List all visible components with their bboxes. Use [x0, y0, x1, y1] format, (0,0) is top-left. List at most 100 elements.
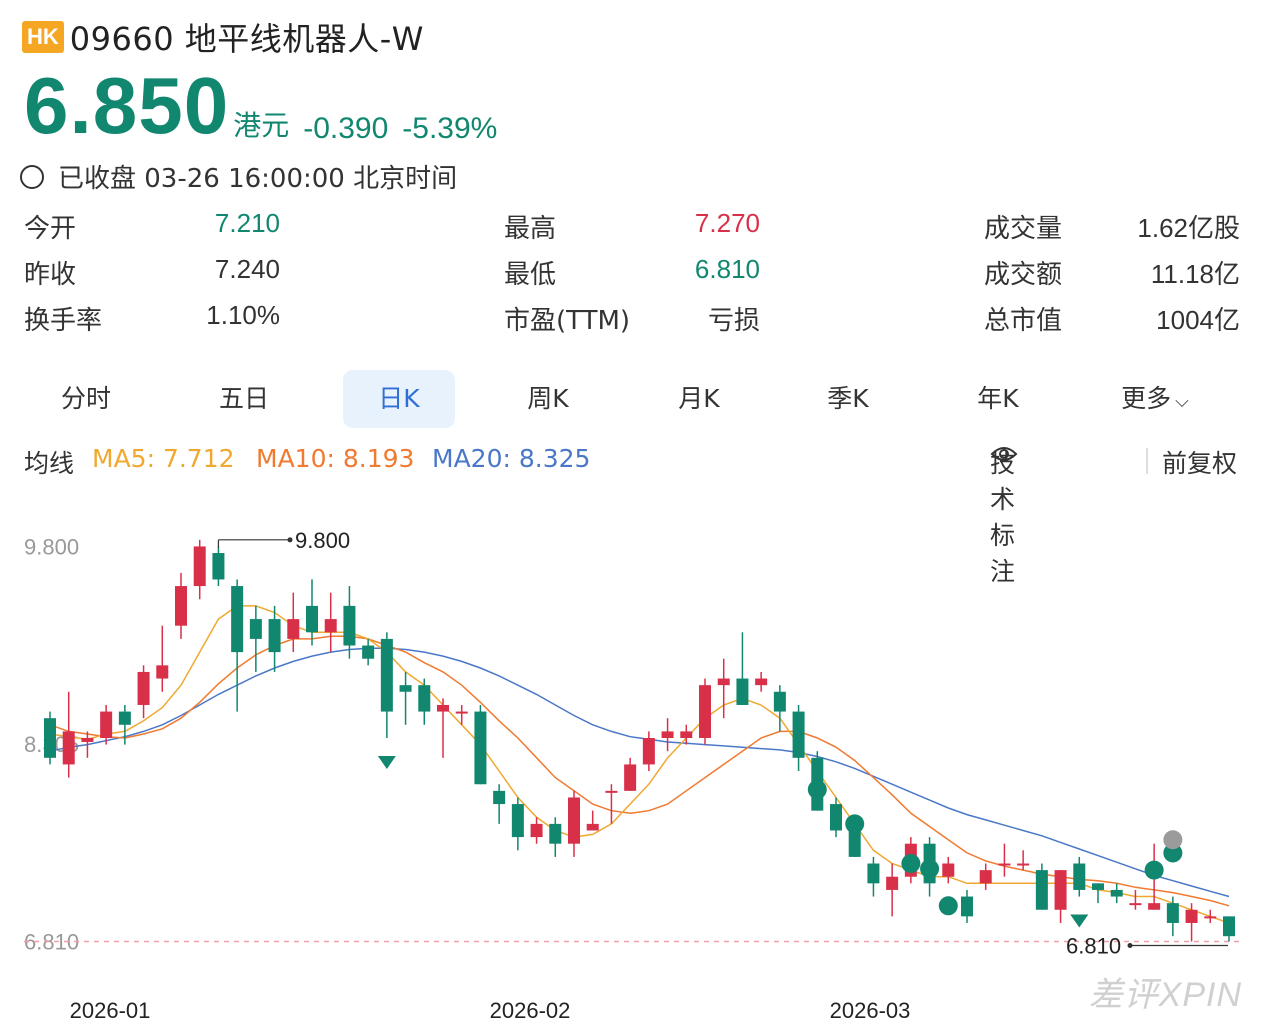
high-marker-dot — [287, 537, 293, 543]
tab-1[interactable]: 五日 — [194, 370, 294, 428]
divider — [1146, 448, 1148, 474]
candle-body — [44, 718, 56, 758]
stat-value: 1004亿 — [1156, 305, 1240, 335]
candle-body — [1073, 863, 1086, 890]
tech-annotation-label: 技术标注 — [990, 449, 1016, 586]
candle-body — [961, 896, 973, 917]
stat-value: 1.62亿股 — [1137, 213, 1240, 243]
candle-body — [268, 619, 281, 653]
tab-label: 分时 — [60, 384, 111, 413]
stat-value: 1.10% — [206, 300, 280, 330]
candle-body — [493, 790, 506, 805]
candle-body — [81, 738, 94, 742]
tab-6[interactable]: 年K — [948, 370, 1048, 428]
candle-body — [642, 738, 655, 765]
candle-body — [362, 645, 375, 659]
adjust-button[interactable]: 前复权 — [1162, 449, 1238, 478]
candle-body — [193, 546, 206, 587]
stat-label: 最高 — [504, 214, 557, 244]
candle-body — [1054, 870, 1067, 910]
stat-value: 7.210 — [214, 208, 280, 238]
candle-body — [380, 638, 393, 712]
candle-body — [886, 876, 899, 890]
candle-body — [156, 665, 169, 679]
y-tick-label: 9.800 — [24, 534, 79, 559]
ma10-line — [49, 635, 1230, 907]
candle-body — [62, 731, 75, 765]
candle-body — [343, 605, 356, 646]
candle-body — [1204, 916, 1217, 919]
candle-body — [455, 711, 468, 714]
tech-annotation-button[interactable]: 技术标注 — [990, 444, 1024, 586]
stat-label: 总市值 — [984, 306, 1063, 336]
signal-dot — [938, 896, 958, 916]
x-axis-label: 2026-02 — [490, 998, 571, 1023]
candle-body — [1017, 863, 1030, 866]
candle-body — [212, 553, 225, 580]
candle-body — [287, 619, 300, 639]
candle-body — [137, 671, 150, 705]
eye-icon — [990, 447, 1018, 461]
candle-body — [1035, 870, 1048, 910]
tab-7[interactable]: 更多 ⌵ — [1105, 370, 1205, 428]
candle-body — [418, 685, 431, 712]
candle-body — [249, 619, 262, 639]
candle-body — [867, 863, 880, 884]
ma20-value: MA20: 8.325 — [432, 444, 591, 473]
tab-label: 日K — [378, 384, 420, 413]
current-price: 6.850 — [24, 61, 230, 150]
candle-body — [1166, 903, 1179, 923]
candle-body — [755, 678, 768, 686]
stat-value: 7.240 — [214, 254, 280, 284]
price-change-pct: -5.39% — [402, 112, 498, 145]
candle-body — [474, 711, 487, 785]
stat-label: 最低 — [504, 260, 557, 290]
candle-body — [998, 863, 1011, 866]
stat-label: 今开 — [24, 214, 77, 244]
candle-body — [699, 685, 711, 738]
candle-body — [306, 605, 318, 633]
candle-body — [324, 619, 337, 633]
high-price-label: 9.800 — [295, 528, 350, 553]
candle-body — [1129, 903, 1142, 906]
stat-label: 成交额 — [984, 260, 1063, 290]
candle-body — [568, 797, 580, 844]
candle-body — [773, 691, 786, 712]
status-text: 已收盘 03-26 16:00:00 北京时间 — [58, 164, 458, 194]
tab-2[interactable]: 日K — [343, 370, 455, 428]
candle-body — [231, 586, 244, 653]
candle-body — [549, 823, 562, 844]
low-price-label: 6.810 — [1066, 933, 1121, 958]
market-badge: HK — [22, 21, 64, 53]
tab-3[interactable]: 周K — [498, 370, 598, 428]
stock-header: HK 09660 地平线机器人-W — [22, 14, 424, 60]
tab-5[interactable]: 季K — [798, 370, 898, 428]
signal-dot-gray — [1163, 830, 1183, 850]
stock-title: 09660 地平线机器人-W — [69, 20, 424, 58]
ma5-value: MA5: 7.712 — [92, 444, 235, 473]
ma20-line — [49, 647, 1230, 898]
tab-0[interactable]: 分时 — [36, 370, 136, 428]
currency-label: 港元 — [233, 109, 290, 142]
stat-label: 成交量 — [984, 214, 1063, 244]
candle-body — [511, 804, 524, 838]
candle-body — [942, 863, 955, 877]
candle-body — [100, 711, 113, 738]
candle-body — [118, 711, 131, 725]
x-axis-label: 2026-03 — [830, 998, 911, 1023]
kline-chart[interactable]: 9.8008.3056.8109.8006.8102026-012026-022… — [0, 490, 1262, 1036]
x-axis-label: 2026-01 — [70, 998, 151, 1023]
candle-body — [175, 586, 187, 626]
candle-body — [830, 804, 842, 831]
ma5-line — [49, 605, 1230, 924]
stat-label: 昨收 — [24, 260, 77, 290]
tab-label: 年K — [977, 384, 1019, 413]
candle-body — [1110, 889, 1123, 897]
candle-body — [1223, 916, 1235, 937]
watermark: 差评XPIN — [1088, 976, 1242, 1014]
signal-dot — [807, 780, 827, 800]
candle-body — [530, 823, 543, 838]
stat-value: 11.18亿 — [1150, 259, 1240, 289]
candle-body — [736, 678, 749, 705]
tab-4[interactable]: 月K — [649, 370, 749, 428]
